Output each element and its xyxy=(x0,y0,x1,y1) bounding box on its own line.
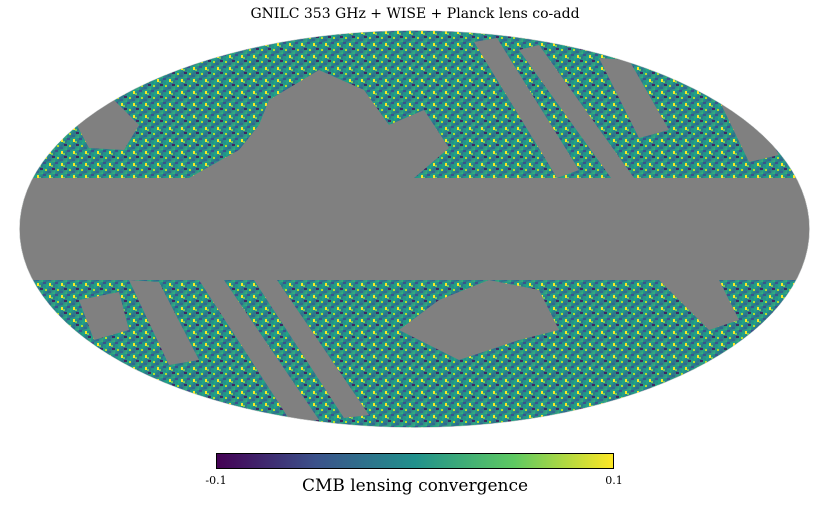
mask-stripe-s2 xyxy=(254,280,369,418)
colorbar-label: CMB lensing convergence xyxy=(301,476,529,496)
mask-stripe-n2 xyxy=(519,45,634,178)
map-title: GNILC 353 GHz + WISE + Planck lens co-ad… xyxy=(250,6,580,22)
sky-map xyxy=(19,30,810,428)
mask-north-center xyxy=(189,70,449,178)
galactic-mask xyxy=(19,178,810,280)
mask-south-left xyxy=(79,292,129,340)
mask-stripe-s3 xyxy=(129,280,199,365)
mask-stripe-n4 xyxy=(719,100,779,162)
mask-south-center xyxy=(399,280,559,360)
colorbar-max-label: 0.1 xyxy=(605,474,623,487)
colorbar xyxy=(216,453,614,469)
map-outline xyxy=(19,30,810,428)
mask-stripe-n1 xyxy=(474,38,579,178)
mask-stripe-n3 xyxy=(599,58,669,138)
mask-stripe-s1 xyxy=(199,280,319,422)
colorbar-min-label: -0.1 xyxy=(205,474,227,487)
mask-south-right xyxy=(659,280,739,330)
